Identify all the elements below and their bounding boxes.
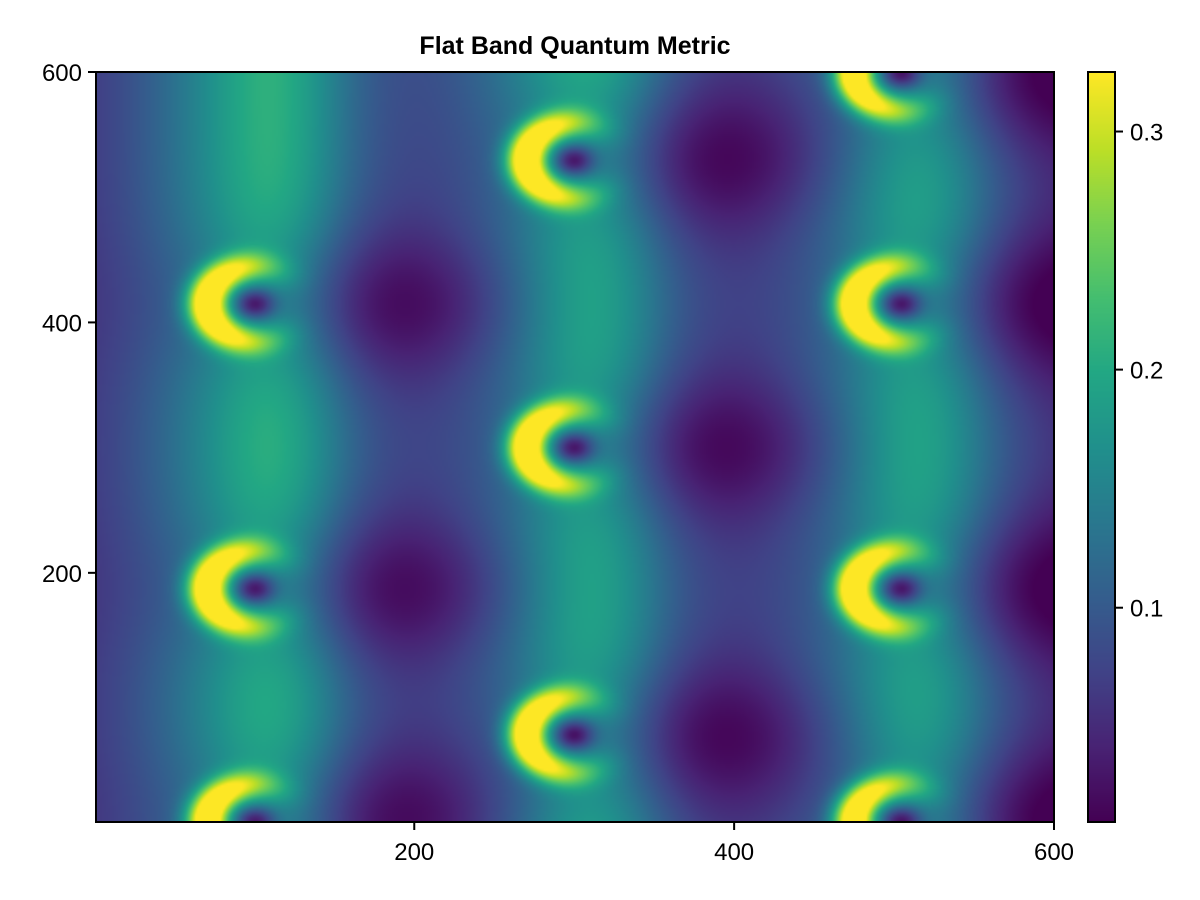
x-tick-label: 600 [1034,839,1074,866]
colorbar-tick-label: 0.3 [1130,120,1163,147]
colorbar-tick-label: 0.1 [1130,596,1163,623]
heatmap-image [97,73,1053,821]
colorbar-frame [1087,71,1116,823]
colorbar-ticks: 0.1 0.2 0.3 [1115,120,1163,623]
chart-title: Flat Band Quantum Metric [419,32,731,60]
colorbar-gradient [1088,73,1115,822]
y-tick-label: 600 [42,60,82,87]
y-axis-ticks: 200 400 600 [42,60,96,588]
colorbar-tick-label: 0.2 [1130,358,1163,385]
y-tick-label: 400 [42,310,82,337]
y-tick-label: 200 [42,561,82,588]
x-axis-ticks: 200 400 600 [394,822,1074,866]
x-tick-label: 400 [714,839,754,866]
x-tick-label: 200 [394,839,434,866]
plot-frame [95,71,1055,823]
